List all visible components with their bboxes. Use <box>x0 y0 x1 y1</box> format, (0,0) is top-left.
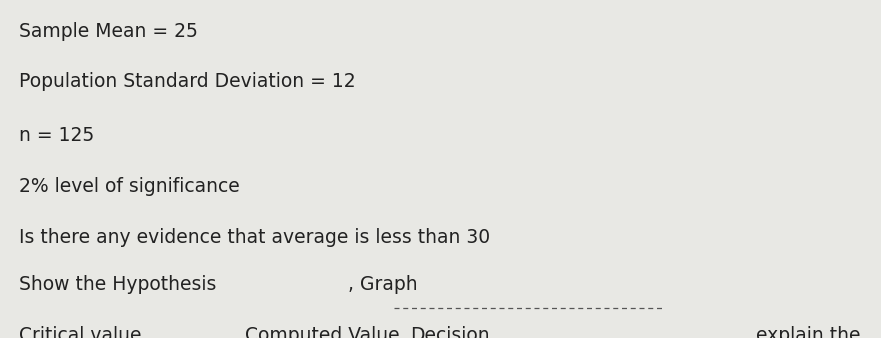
Text: , Computed Value,: , Computed Value, <box>233 326 406 338</box>
Text: n = 125: n = 125 <box>19 126 94 145</box>
Text: Show the Hypothesis: Show the Hypothesis <box>19 275 217 294</box>
Text: Sample Mean = 25: Sample Mean = 25 <box>19 22 198 41</box>
Text: Population Standard Deviation = 12: Population Standard Deviation = 12 <box>19 72 356 91</box>
Text: Decision: Decision <box>410 326 489 338</box>
Text: 2% level of significance: 2% level of significance <box>19 177 241 196</box>
Text: Critical value: Critical value <box>19 326 142 338</box>
Text: Is there any evidence that average is less than 30: Is there any evidence that average is le… <box>19 228 491 247</box>
Text: , Graph: , Graph <box>348 275 418 294</box>
Text: explain the: explain the <box>756 326 861 338</box>
